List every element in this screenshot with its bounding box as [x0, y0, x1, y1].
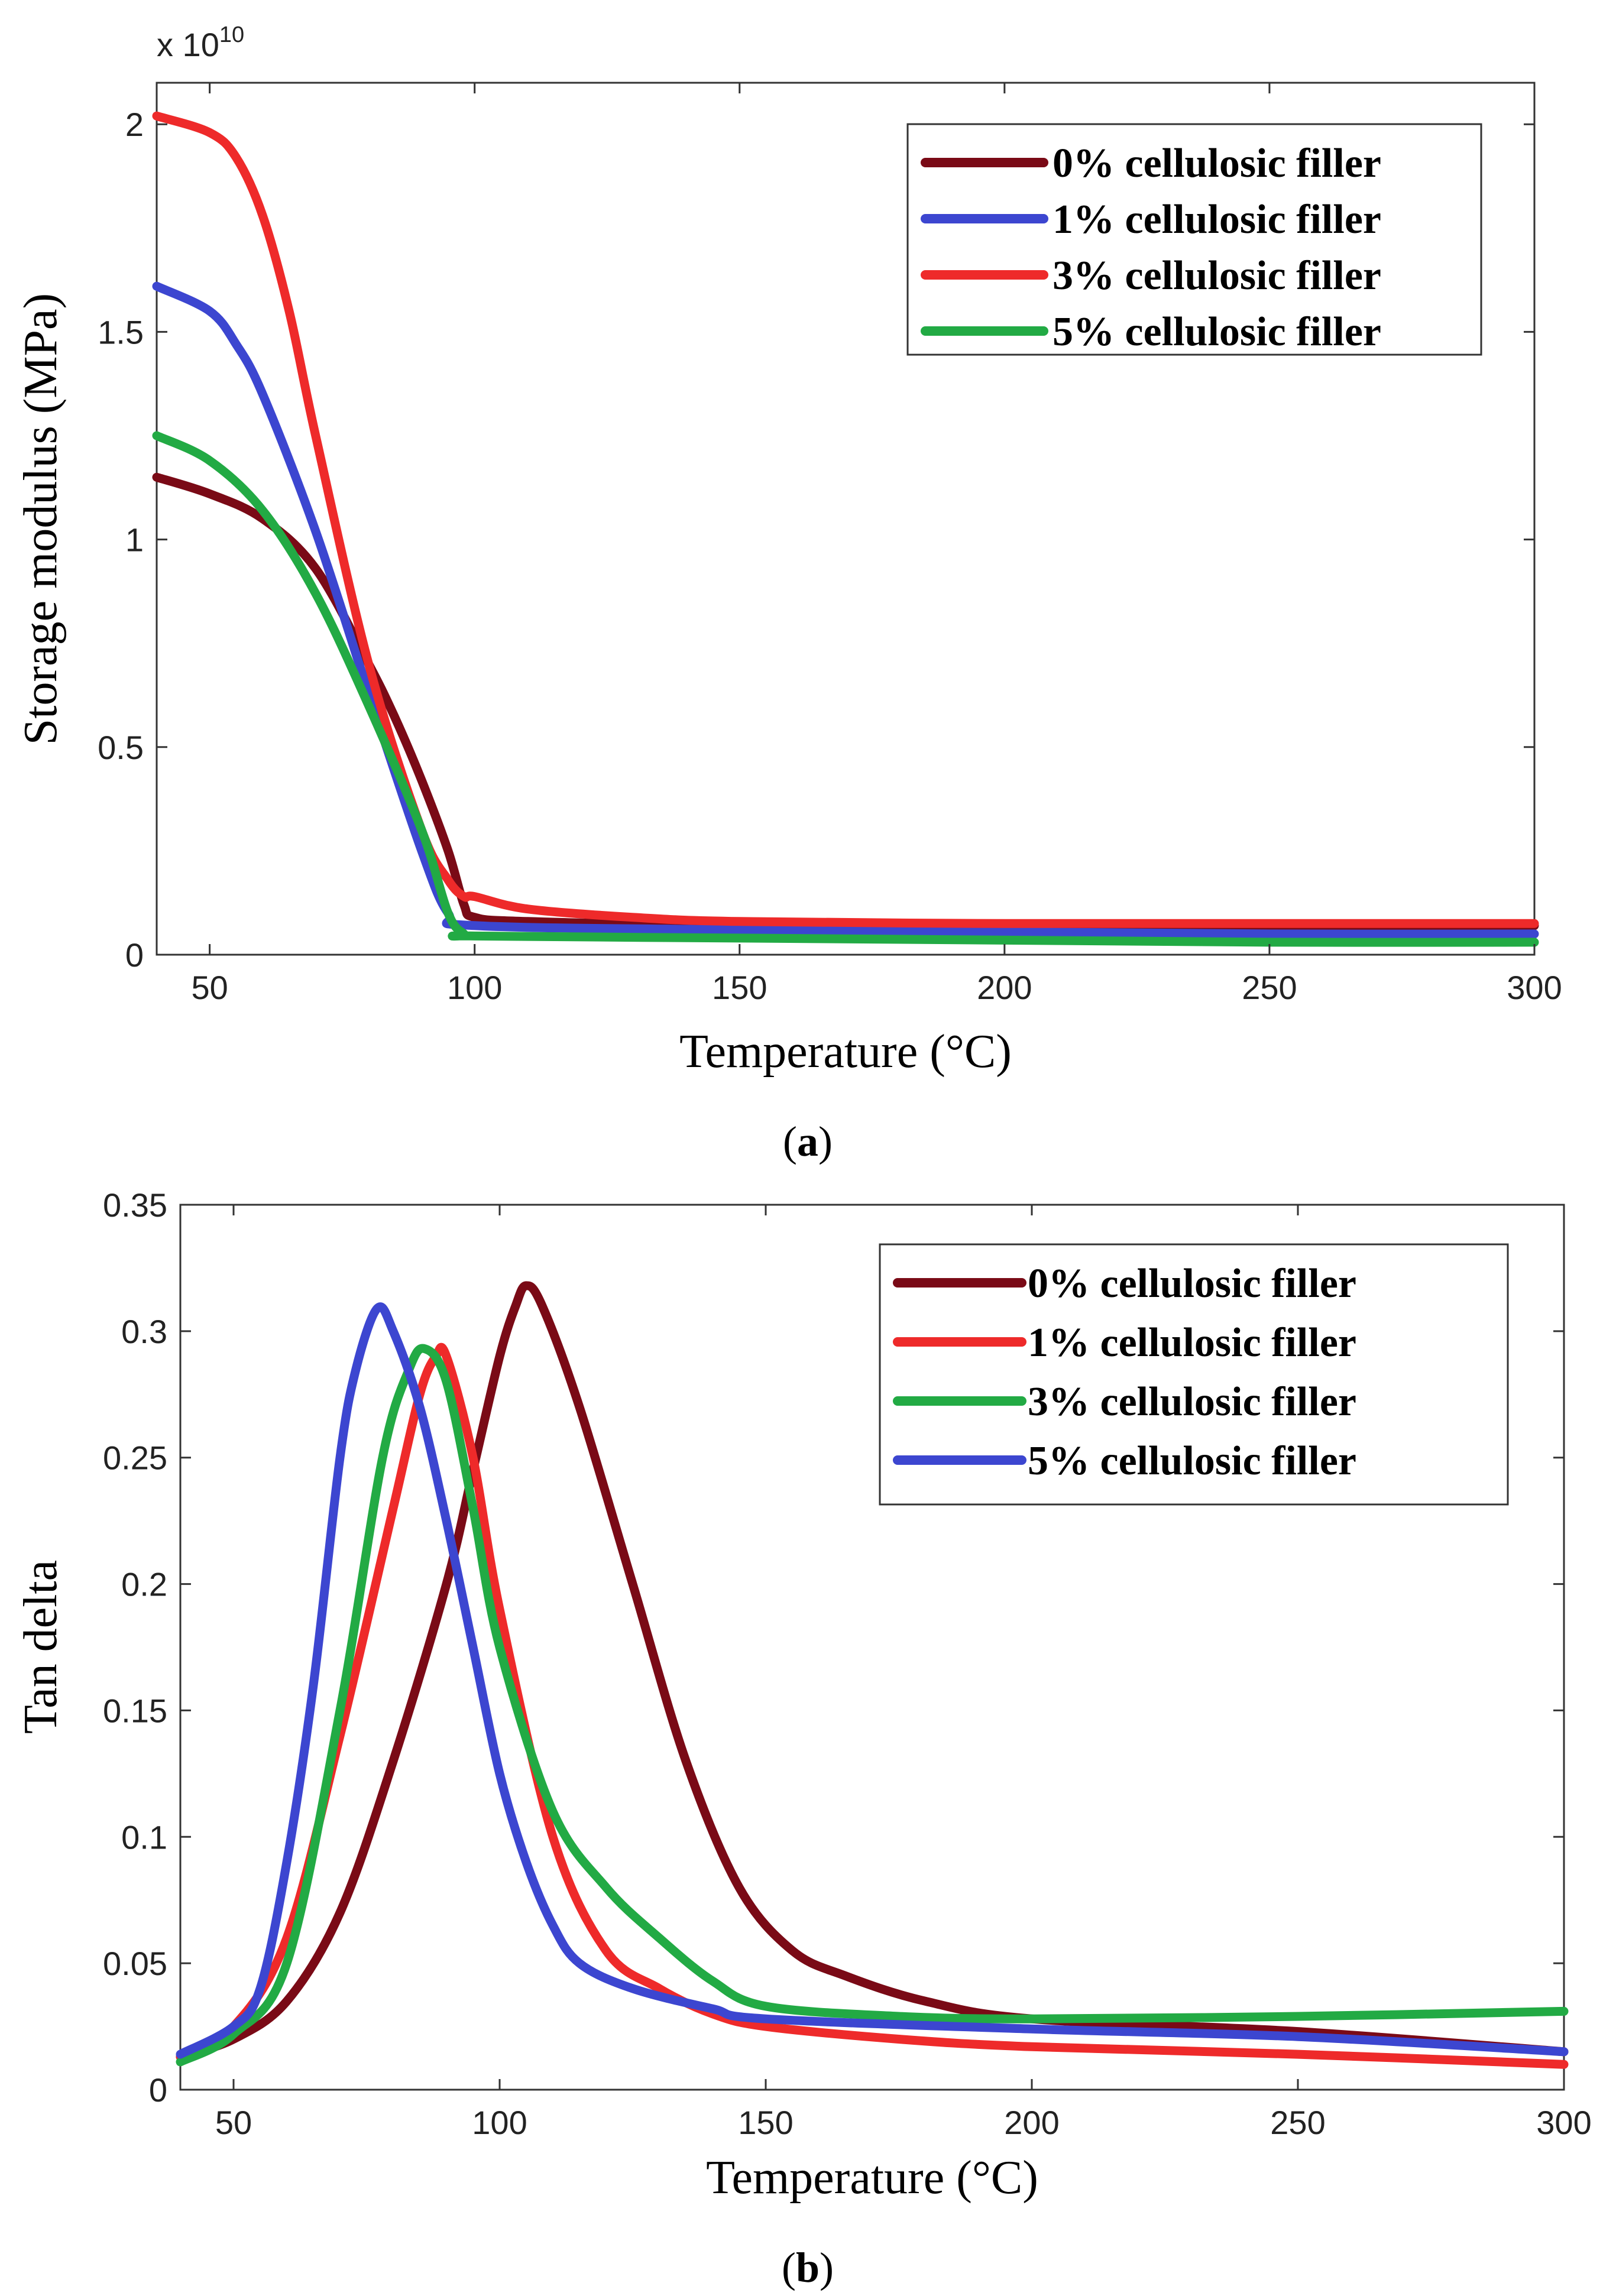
y-tick-label: 0: [149, 2071, 167, 2109]
y-tick-label: 0.25: [103, 1439, 167, 1477]
y-tick-label: 0.2: [121, 1566, 167, 1603]
legend: 0% cellulosic filler 1% cellulosic filler…: [879, 1243, 1509, 1506]
y-tick-label: 0: [125, 936, 144, 974]
x-tick-label: 150: [712, 969, 767, 1006]
x-axis-label: Temperature (°C): [706, 2152, 1038, 2204]
storage-modulus-chart: x 1010 50 100 150 200 250 300 0 0.5 1 1.5 2 Temper…: [15, 22, 1562, 1165]
panel-caption-a: (a): [783, 1118, 833, 1165]
series-layer: [176, 1281, 1569, 2069]
y-tick-label: 0.35: [103, 1186, 167, 1224]
panel-caption-b: (b): [782, 2244, 834, 2291]
tick-layer: 50 100 150 200 250 300 0 0.05 0.1 0.15 0.2 0.25 0.3 0…: [103, 1186, 1592, 2141]
y-tick-label: 2: [125, 106, 144, 143]
legend-entries: 0% cellulosic filler 1% cellulosic filler…: [893, 1261, 1356, 1484]
legend-entries: 0% cellulosic filler 1% cellulosic filler…: [921, 141, 1381, 355]
legend: 0% cellulosic filler 1% cellulosic filler…: [906, 123, 1482, 356]
legend-label-2: 3% cellulosic filler: [1028, 1379, 1356, 1425]
y-axis-label: Tan delta: [15, 1560, 67, 1734]
series-line-2: [176, 1344, 1569, 2067]
x-tick-label: 300: [1536, 2104, 1591, 2141]
tick-layer: 50 100 150 200 250 300 0 0.5 1 1.5 2: [98, 83, 1562, 1006]
plot-frame: [179, 1204, 1565, 2091]
x-tick-label: 50: [215, 2104, 252, 2141]
x-tick-label: 200: [1004, 2104, 1059, 2141]
x-tick-label: 200: [977, 969, 1032, 1006]
legend-label-3: 5% cellulosic filler: [1028, 1438, 1356, 1484]
y-tick-label: 0.05: [103, 1945, 167, 1982]
x-tick-label: 250: [1242, 969, 1297, 1006]
x-axis-label: Temperature (°C): [679, 1026, 1012, 1078]
x-tick-label: 250: [1270, 2104, 1325, 2141]
y-tick-label: 0.1: [121, 1818, 167, 1856]
y-tick-label: 1.5: [98, 313, 144, 351]
x-tick-label: 300: [1507, 969, 1562, 1006]
legend-label-0: 0% cellulosic filler: [1028, 1261, 1356, 1306]
y-multiplier-label: x 1010: [157, 22, 244, 63]
y-tick-label: 1: [125, 521, 144, 559]
series-line-2: [152, 111, 1539, 929]
x-tick-label: 100: [472, 2104, 527, 2141]
y-tick-label: 0.3: [121, 1313, 167, 1350]
legend-label-0: 0% cellulosic filler: [1052, 141, 1381, 186]
legend-label-1: 1% cellulosic filler: [1052, 197, 1381, 242]
series-line-3: [152, 431, 1539, 947]
series-layer: [152, 111, 1539, 947]
legend-label-1: 1% cellulosic filler: [1028, 1320, 1356, 1366]
tan-delta-chart: 50 100 150 200 250 300 0 0.05 0.1 0.15 0.2 0.25 0.3 0…: [15, 1186, 1592, 2291]
x-tick-label: 100: [447, 969, 502, 1006]
legend-label-3: 5% cellulosic filler: [1052, 309, 1381, 355]
series-line-1: [176, 1342, 1569, 2069]
plot-frame: [156, 82, 1536, 956]
y-axis-label: Storage modulus (MPa): [15, 293, 67, 745]
y-tick-label: 0.15: [103, 1692, 167, 1729]
series-line-3: [176, 1302, 1569, 2059]
legend-label-2: 3% cellulosic filler: [1052, 253, 1381, 299]
x-tick-label: 150: [738, 2104, 793, 2141]
x-tick-label: 50: [191, 969, 228, 1006]
y-tick-label: 0.5: [98, 729, 144, 766]
series-line-0: [176, 1281, 1569, 2061]
